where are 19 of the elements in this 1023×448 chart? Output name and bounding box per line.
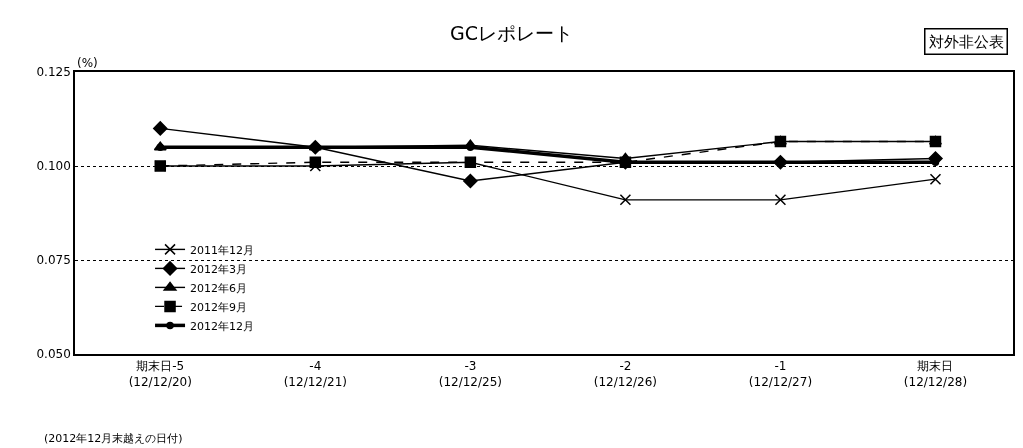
y-tick-label: 0.100 [36,159,71,174]
y-axis-title: (%) [77,56,98,70]
x-tick-label: -4 (12/12/21) [283,359,347,389]
x-tick-label: -1 (12/12/27) [748,359,813,389]
y-tick-label: 0.075 [36,253,71,268]
x-tick-label: 期末日-5 (12/12/20) [128,359,192,389]
legend-label: 2012年3月 [190,262,248,276]
x-tick-label: 期末日 (12/12/28) [903,359,968,389]
legend-label: 2011年12月 [190,243,255,257]
y-tick-label: 0.050 [36,347,71,362]
text: 対外非公表 [928,32,1004,51]
legend-label: 2012年12月 [190,319,255,333]
legend-label: 2012年9月 [190,300,248,314]
text: (2012年12月末越えの日付) [44,432,183,445]
x-tick-label: -3 (12/12/25) [438,359,502,389]
chart-title: GCレポレート [450,22,573,45]
x-tick-label: -2 (12/12/26) [593,359,658,389]
legend-label: 2012年6月 [190,281,248,295]
y-tick-label: 0.125 [36,65,71,80]
